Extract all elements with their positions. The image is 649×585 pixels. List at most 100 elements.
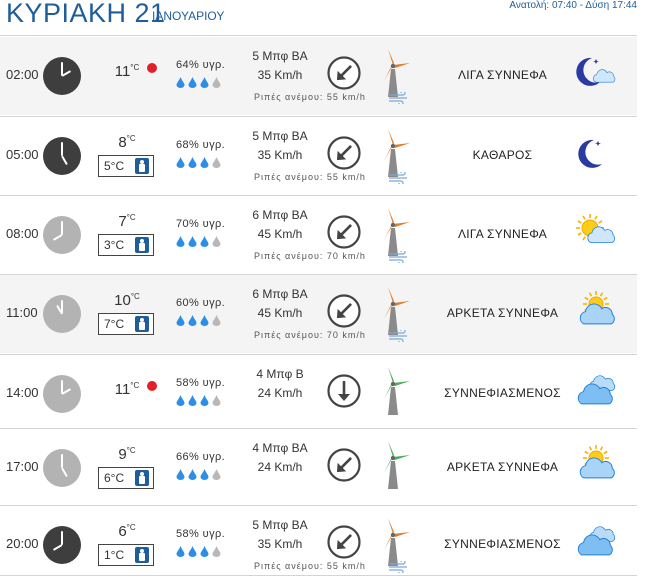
temperature: 11°C [97,381,157,398]
drop-icon [200,469,209,480]
turbine-tower [388,69,398,97]
arrow-glyph [336,303,352,319]
turbine-blade [388,287,394,303]
drop-icon [176,395,185,406]
wind-gust: Ριπές ανέμου: 55 km/h [254,92,366,102]
drop-shape [200,395,209,406]
turbine-tower [388,538,398,566]
temperature-value: 9 [118,446,127,463]
person-icon [135,158,149,174]
drop-shape [176,395,185,406]
divider [0,35,637,36]
drop-icon [200,546,209,557]
cloud-body [579,457,615,479]
hour-hand [61,155,68,166]
person-head [140,318,144,322]
humidity: 58% υγρ. [176,528,226,540]
person-icon [135,316,149,332]
wind-beaufort: 5 Μπφ ΒΑ [252,49,308,63]
month-label: ΙΑΝΟΥΑΡΙΟΥ [152,9,225,23]
turbine-blade [393,532,410,537]
wind-gust: Ριπές ανέμου: 55 km/h [254,561,366,571]
drop-shape [188,157,197,168]
drop-icon [176,315,185,326]
time-label: 17:00 [6,459,39,474]
drop-shape [188,395,197,406]
cloud-body [577,534,613,556]
temperature: 9°C [97,446,157,463]
drop-icon [200,157,209,168]
turbine-blade [384,145,393,161]
turbine-blade [393,455,410,460]
star [593,59,599,64]
arrow-glyph [336,534,352,550]
cloud-shape [577,534,613,556]
turbine-blade [393,222,410,227]
divider [0,274,637,275]
wind-direction-icon [327,136,361,170]
hour-hand [52,234,63,241]
drop-shape [188,315,197,326]
drop-shape [176,315,185,326]
turbine-blade [393,63,410,68]
gust-line [389,569,404,573]
humidity: 64% υγρ. [176,59,226,71]
drop-icon [212,236,221,247]
clock-icon [43,216,81,254]
gust-line [389,100,404,104]
temperature-value: 11 [114,63,131,80]
temperature: 11°C [97,63,157,80]
drop-icon [176,157,185,168]
clock-icon [43,57,81,95]
turbine-hub [390,222,396,228]
drop-shape [176,469,185,480]
arrow-glyph [336,457,352,473]
turbine-tower [388,149,398,177]
person-head [140,239,144,243]
clouds-icon [577,375,616,405]
sun-ray [577,220,582,224]
person-body [139,322,145,330]
temperature: 10°C [97,292,157,309]
temperature-unit: °C [126,134,136,143]
sun-ray [577,232,582,236]
turbine-blade [384,224,393,240]
wind-gust-icon [389,251,407,263]
feels-like-box: 3°C [98,234,154,256]
wind-turbine-icon [384,441,410,489]
turbine-hub [390,301,396,307]
time-label: 05:00 [6,147,39,162]
clouds-icon [577,526,616,556]
sun-clouds-icon [579,445,615,479]
star [595,141,601,146]
temperature-unit: °C [130,292,140,301]
drop-icon [188,546,197,557]
weather-condition: ΑΡΚΕΤΑ ΣΥΝΝΕΦΑ [446,460,559,474]
sun-ray [588,292,593,297]
wind-beaufort: 5 Μπφ ΒΑ [252,518,308,532]
sun-ray [582,215,586,220]
arrow-head [336,70,347,81]
turbine-blade [388,49,394,65]
minute-hand [61,221,63,235]
gust-line [389,338,404,342]
arrow-head [336,229,347,240]
wind-gust-icon [389,561,407,573]
drop-shape [188,236,197,247]
drop-icon [188,157,197,168]
forecast-row: 08:00 7°C 3°C 70% υγρ. 6 Μπφ ΒΑ 45 Km/h Ριπές … [0,196,637,274]
cloud-body [593,69,616,83]
moon-shape [578,139,602,168]
turbine-hub [390,63,396,69]
cloud-shape [593,69,616,83]
arrow-head [338,394,350,401]
wind-gust: Ριπές ανέμου: 55 km/h [254,172,366,182]
temperature: 7°C [97,213,157,230]
humidity-drops [176,395,236,409]
time-label: 11:00 [6,305,38,320]
temperature-unit: °C [130,63,140,72]
arrow-glyph [338,381,350,401]
moon-cloud-icon [576,57,616,86]
drop-shape [188,469,197,480]
humidity-drops [176,315,236,329]
